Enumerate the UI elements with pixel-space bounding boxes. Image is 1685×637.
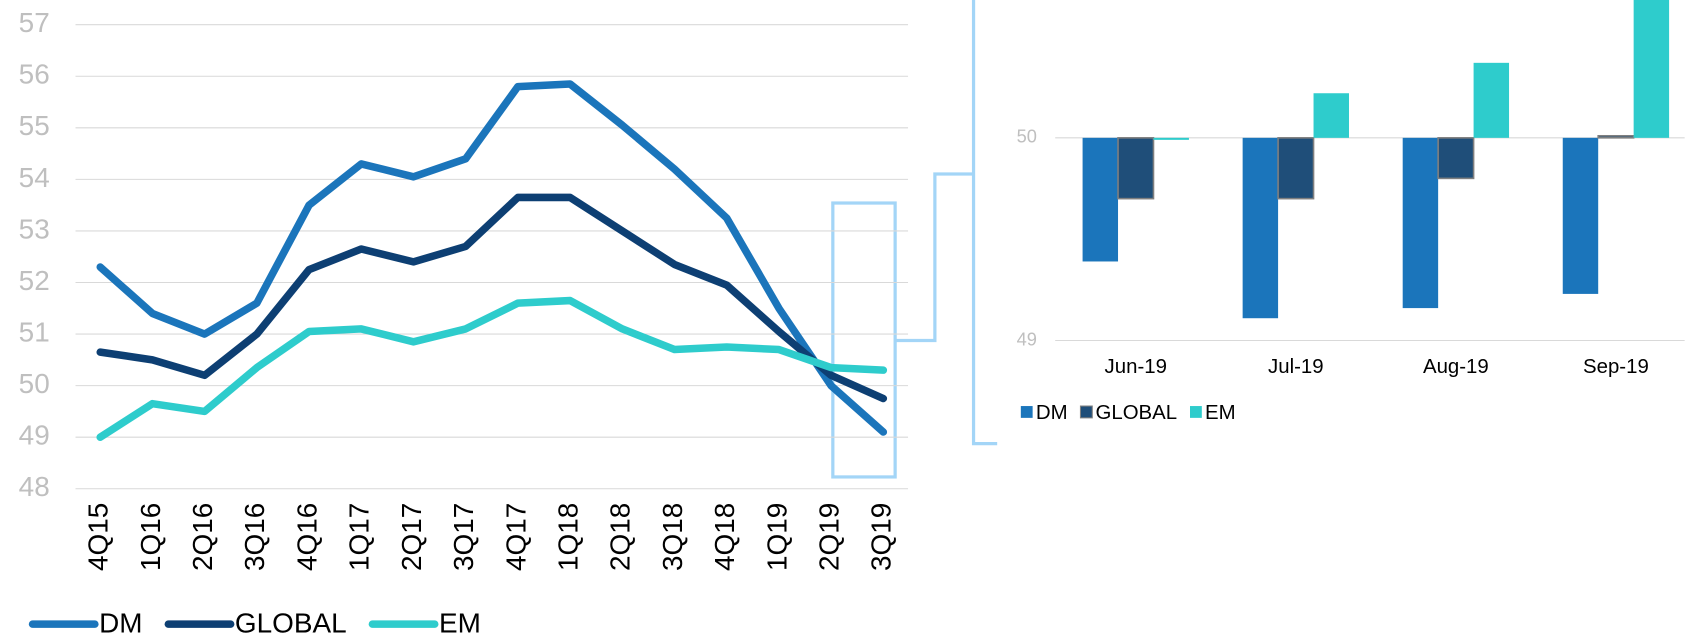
legend-label: GLOBAL bbox=[235, 608, 347, 637]
bar bbox=[1082, 137, 1119, 262]
bar-chart: 49 50 Jun-19 Jul-19 Aug-19 Sep-19 DM GLOBAL EM bbox=[1017, 0, 1685, 424]
y-tick-label: 54 bbox=[19, 162, 50, 193]
bar bbox=[1313, 93, 1349, 138]
y-tick-label: 49 bbox=[19, 420, 50, 451]
y-tick-label: 50 bbox=[1017, 126, 1037, 147]
x-tick-label: 4Q17 bbox=[500, 503, 531, 571]
x-tick-label: 4Q18 bbox=[709, 503, 740, 571]
bar bbox=[1633, 0, 1670, 138]
legend-label: GLOBAL bbox=[1096, 402, 1178, 424]
connector bbox=[895, 172, 974, 343]
line-series bbox=[96, 193, 888, 403]
bar bbox=[1277, 137, 1315, 200]
bar bbox=[1437, 137, 1475, 180]
bar bbox=[1562, 137, 1599, 294]
x-tick-label: 3Q19 bbox=[866, 503, 897, 571]
x-tick-label: 3Q17 bbox=[448, 503, 479, 571]
x-tick-label: Jun-19 bbox=[1105, 356, 1167, 378]
legend-label: DM bbox=[99, 608, 142, 637]
legend-label: DM bbox=[1036, 402, 1068, 424]
bar bbox=[1242, 137, 1279, 319]
y-tick-label: 49 bbox=[1017, 328, 1037, 349]
y-tick-label: 55 bbox=[19, 110, 50, 141]
x-tick-label: 1Q17 bbox=[344, 503, 375, 571]
y-tick-label: 50 bbox=[19, 368, 50, 399]
y-tick-label: 48 bbox=[19, 471, 50, 502]
y-tick-label: 51 bbox=[19, 316, 50, 347]
y-tick-label: 56 bbox=[19, 59, 50, 90]
legend-swatch bbox=[1190, 406, 1202, 418]
line-chart: 48 49 50 51 52 53 54 55 56 57 4Q15 1Q16 2Q16 3Q16 4Q16… bbox=[19, 7, 909, 637]
bar bbox=[1117, 137, 1155, 200]
x-tick-label: 4Q15 bbox=[83, 503, 114, 571]
callout bbox=[831, 0, 998, 479]
x-tick-label: Sep-19 bbox=[1583, 356, 1649, 378]
x-tick-label: 1Q19 bbox=[761, 503, 792, 571]
x-tick-label: 4Q16 bbox=[291, 503, 322, 571]
x-tick-label: 2Q17 bbox=[396, 503, 427, 571]
x-tick-label: 1Q18 bbox=[552, 503, 583, 571]
x-tick-label: 3Q18 bbox=[657, 503, 688, 571]
legend-label: EM bbox=[439, 608, 481, 637]
x-tick-label: 2Q18 bbox=[605, 503, 636, 571]
x-tick-label: 2Q16 bbox=[187, 503, 218, 571]
legend-label: EM bbox=[1205, 402, 1236, 424]
x-tick-label: 3Q16 bbox=[239, 503, 270, 571]
bracket bbox=[971, 0, 998, 446]
y-tick-label: 57 bbox=[19, 7, 50, 38]
legend-swatch bbox=[1079, 405, 1093, 419]
legend-swatch bbox=[1020, 406, 1033, 418]
callout-box bbox=[831, 201, 897, 479]
bars bbox=[1082, 0, 1670, 319]
x-tick-label: Jul-19 bbox=[1268, 356, 1324, 378]
line-series bbox=[96, 80, 888, 436]
bar bbox=[1473, 62, 1510, 138]
bar bbox=[1597, 134, 1635, 139]
line-series bbox=[96, 296, 888, 441]
x-tick-label: 1Q16 bbox=[135, 503, 166, 571]
bar bbox=[1402, 137, 1439, 309]
x-tick-label: Aug-19 bbox=[1423, 356, 1489, 378]
y-tick-label: 53 bbox=[19, 213, 50, 244]
y-tick-label: 52 bbox=[19, 265, 50, 296]
x-tick-label: 2Q19 bbox=[813, 503, 844, 571]
bar bbox=[1153, 137, 1189, 140]
